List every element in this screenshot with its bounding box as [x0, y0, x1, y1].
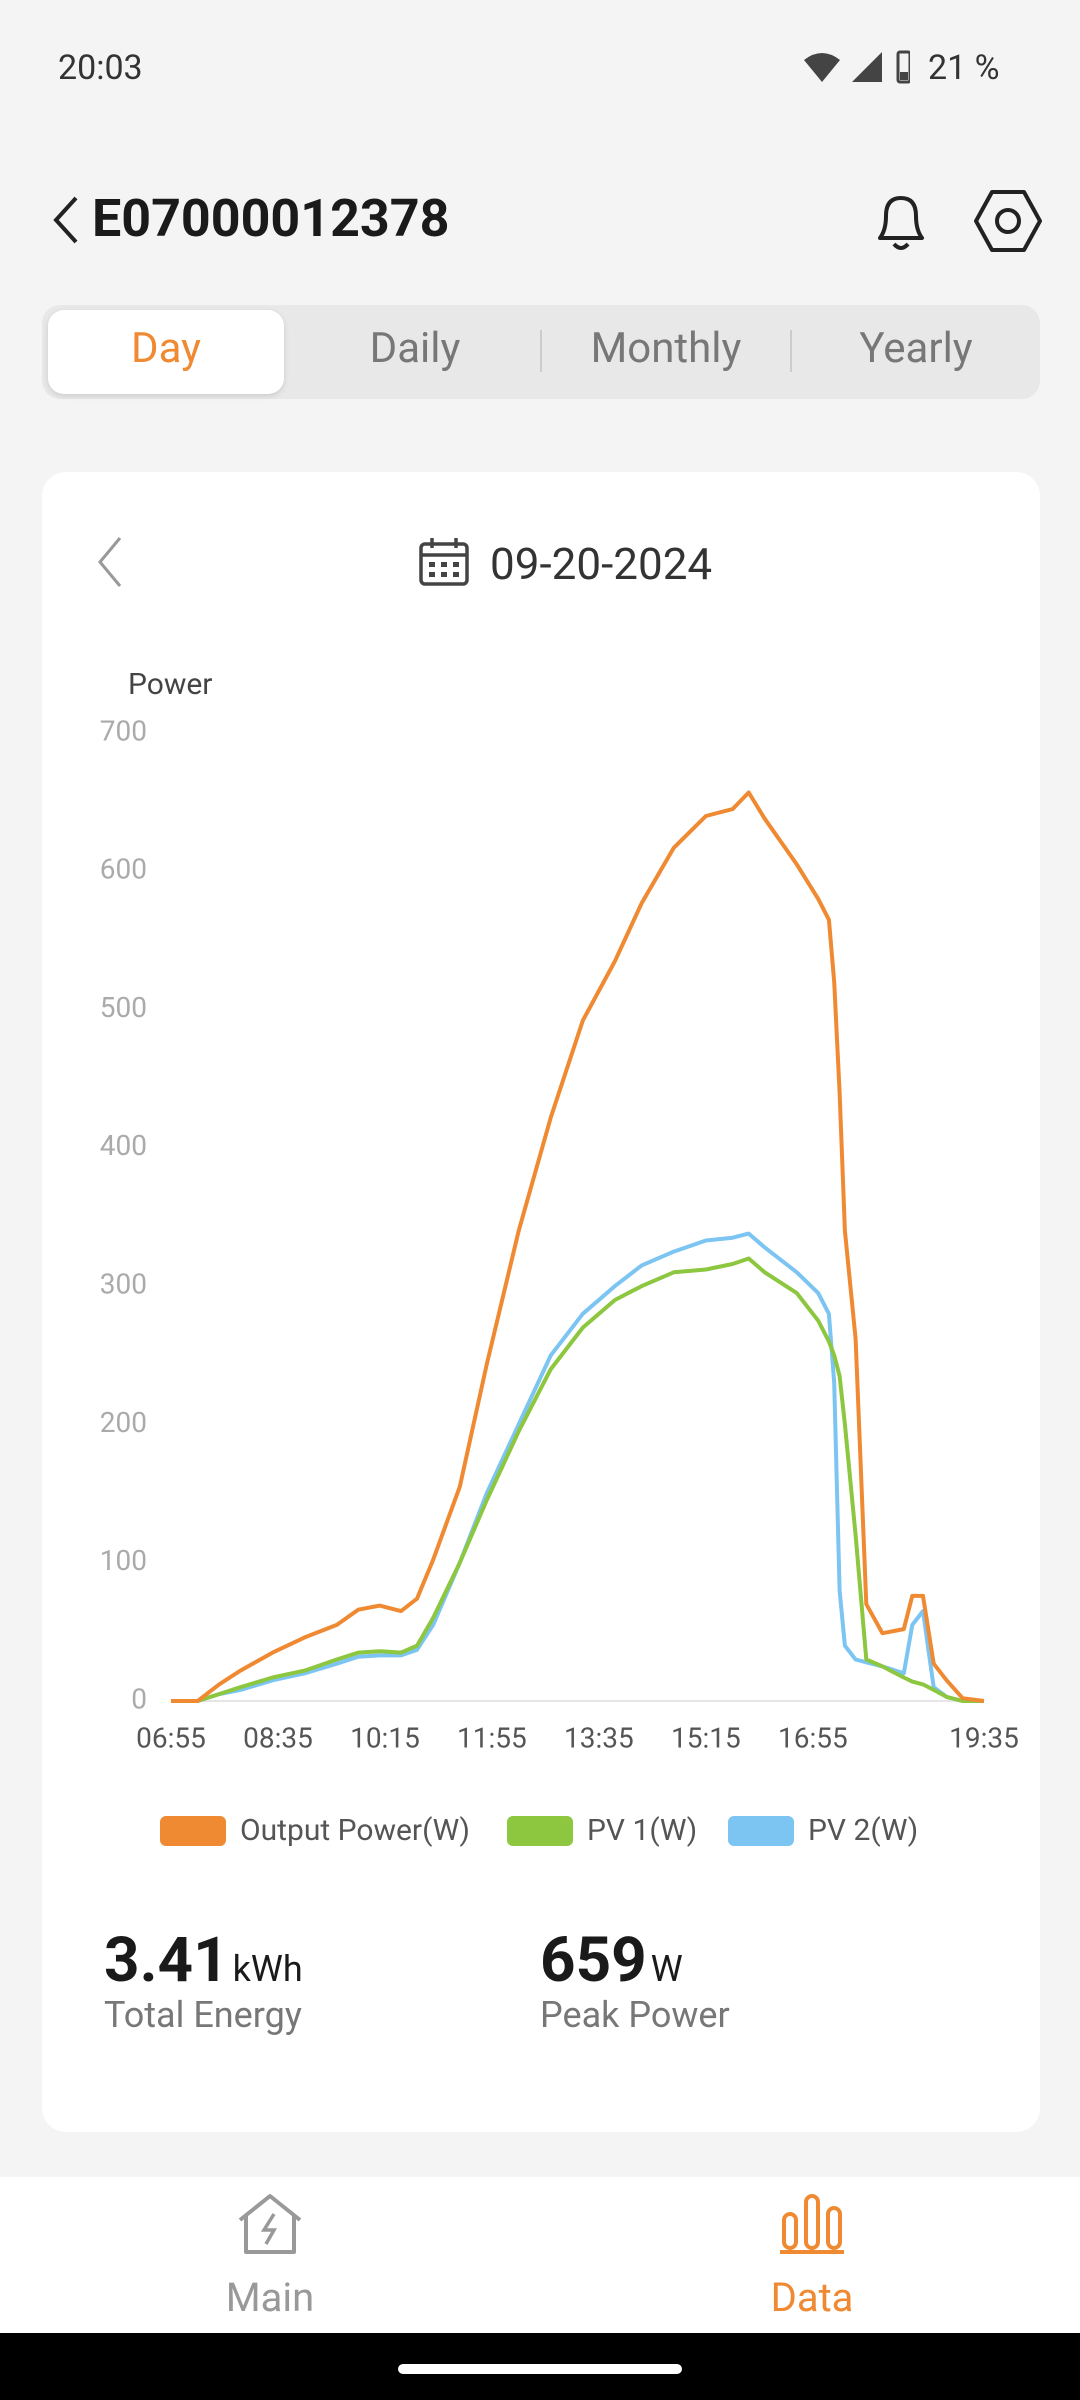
x-tick-label: 08:35 [243, 1721, 313, 1754]
legend-swatch [507, 1816, 573, 1846]
x-tick-label: 11:55 [457, 1721, 527, 1754]
x-tick-label: 19:35 [949, 1721, 1019, 1754]
stat-unit: kWh [232, 1948, 303, 1990]
nav-item[interactable]: Data [770, 2274, 854, 2321]
stat-value: 659 [540, 1924, 647, 1997]
legend-label: PV 2(W) [808, 1813, 918, 1848]
home-handle [398, 2364, 682, 2374]
y-tick-label: 600 [100, 853, 147, 886]
y-tick-label: 500 [100, 991, 147, 1024]
bell-icon[interactable] [868, 188, 934, 254]
stat-peak: 659 W [540, 1924, 683, 1997]
tab-divider [540, 330, 542, 372]
legend-label: Output Power(W) [240, 1813, 470, 1848]
nav-bar [0, 2177, 1080, 2333]
legend-swatch [728, 1816, 794, 1846]
data-icon[interactable] [778, 2192, 846, 2256]
date-label: 09-20-2024 [490, 538, 713, 590]
x-tick-label: 13:35 [564, 1721, 634, 1754]
y-tick-label: 400 [100, 1129, 147, 1162]
calendar-icon[interactable] [418, 536, 470, 588]
tab[interactable]: Day [131, 324, 201, 373]
status-icons [804, 50, 910, 84]
device-title: E07000012378 [92, 188, 450, 249]
x-tick-label: 16:55 [778, 1721, 848, 1754]
active-tab-bg [48, 310, 284, 394]
chart: Power 0 100 200 300 400 500 600 700 06:55 08:35 10… [100, 667, 1019, 1848]
y-tick-label: 0 [131, 1682, 147, 1715]
tab-divider [790, 330, 792, 372]
stat-value: 3.41 [104, 1924, 229, 1997]
legend-swatch [160, 1816, 226, 1846]
battery-level: 21 % [928, 48, 1000, 88]
status-time: 20:03 [58, 48, 143, 88]
x-tick-label: 10:15 [350, 1721, 420, 1754]
prev-date[interactable] [94, 534, 126, 590]
x-tick-label: 15:15 [671, 1721, 741, 1754]
stat-total: 3.41 kWh [104, 1924, 303, 1997]
x-tick-label: 06:55 [136, 1721, 206, 1754]
y-tick-label: 200 [100, 1406, 147, 1439]
y-tick-label: 300 [100, 1268, 147, 1301]
tab[interactable]: Monthly [590, 324, 742, 373]
settings-icon[interactable] [972, 188, 1044, 254]
stat-label: Peak Power [540, 1994, 730, 2036]
tab[interactable]: Daily [369, 324, 461, 373]
main-icon[interactable] [236, 2192, 304, 2256]
nav-item[interactable]: Main [225, 2274, 315, 2321]
tab[interactable]: Yearly [859, 324, 973, 373]
stat-unit: W [650, 1948, 683, 1990]
legend-label: PV 1(W) [587, 1813, 697, 1848]
y-tick-label: 700 [100, 714, 147, 747]
stat-label: Total Energy [104, 1994, 302, 2036]
series-line [171, 1256, 984, 1703]
back-button[interactable] [48, 192, 84, 248]
series-line [171, 790, 985, 1703]
card [42, 472, 1040, 2132]
y-tick-label: 100 [100, 1544, 147, 1577]
y-axis-label: Power [128, 667, 212, 702]
